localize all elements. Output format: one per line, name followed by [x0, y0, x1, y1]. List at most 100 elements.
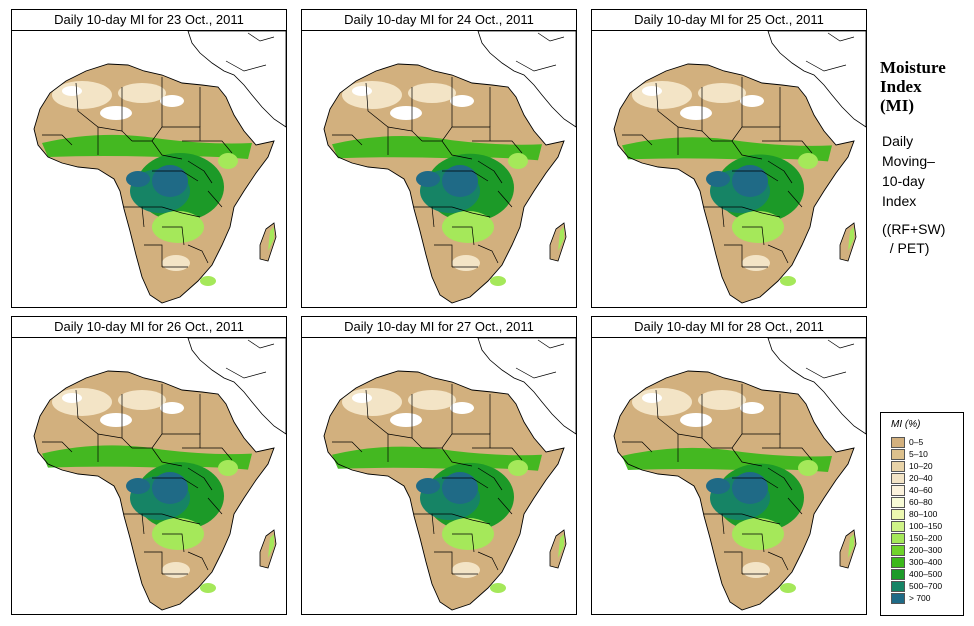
country-border: [75, 82, 123, 132]
wet-region: [152, 165, 188, 197]
country-border: [732, 477, 779, 489]
country-border: [225, 60, 267, 72]
wet-region: [798, 460, 818, 476]
legend-label: 20–40: [909, 473, 933, 483]
country-border: [655, 82, 703, 132]
map-panel-6: Daily 10-day MI for 28 Oct., 2011: [591, 316, 867, 615]
legend-label: 40–60: [909, 485, 933, 495]
country-border: [162, 226, 185, 246]
wet-region: [558, 227, 564, 251]
country-border: [762, 447, 813, 461]
wet-region: [126, 478, 150, 494]
africa-map: [33, 31, 286, 304]
country-border: [805, 367, 847, 379]
panel-map: [11, 30, 287, 308]
desert-patch: [118, 390, 166, 410]
country-border: [452, 226, 475, 246]
eurasia-outline: [477, 338, 576, 435]
country-border: [142, 513, 201, 525]
side-formula-line: ((RF+SW): [882, 221, 946, 237]
wet-region: [490, 583, 506, 593]
wet-region: [218, 153, 238, 169]
country-border: [787, 190, 803, 208]
legend-swatch: [891, 521, 905, 532]
desert-patch: [100, 106, 132, 120]
map-panel-4: Daily 10-day MI for 26 Oct., 2011: [11, 316, 287, 615]
country-border: [187, 467, 213, 491]
rain-belt: [332, 136, 542, 161]
desert-patch: [160, 95, 184, 107]
country-border: [704, 206, 725, 228]
country-border: [805, 60, 847, 72]
panel-map: [301, 30, 577, 308]
legend-swatch: [891, 557, 905, 568]
country-border: [477, 244, 499, 264]
country-border: [515, 367, 557, 379]
wet-region: [732, 165, 768, 197]
eurasia-outline: [187, 338, 286, 435]
country-border: [787, 497, 803, 515]
desert-patch: [698, 83, 746, 103]
legend-label: > 700: [909, 593, 931, 603]
map-layer: [33, 338, 286, 611]
wet-region: [490, 276, 506, 286]
africa-coastline: [33, 63, 275, 304]
legend-title: MI (%): [891, 419, 921, 430]
country-border: [42, 134, 73, 146]
desert-patch: [408, 83, 456, 103]
wet-region: [200, 583, 216, 593]
eurasia-outline: [767, 31, 866, 128]
africa-coastline: [323, 63, 565, 304]
rain-belt: [42, 134, 252, 159]
wet-region: [706, 171, 730, 187]
country-border: [414, 206, 435, 228]
country-border: [767, 467, 793, 491]
panel-title: Daily 10-day MI for 23 Oct., 2011: [11, 9, 287, 31]
desert-patch: [680, 106, 712, 120]
country-border: [477, 551, 499, 571]
legend-swatch: [891, 509, 905, 520]
africa-map: [613, 31, 866, 304]
country-border: [182, 140, 233, 154]
map-layer: [613, 31, 866, 304]
legend-swatch: [891, 533, 905, 544]
africa-coastline: [33, 370, 275, 611]
country-border: [442, 477, 489, 489]
country-border: [434, 244, 453, 267]
panel-map: [301, 337, 577, 615]
africa-map: [613, 338, 866, 611]
panel-map: [11, 337, 287, 615]
map-legend: MI (%) 0–5 5–10 10–20 20–40 40–60 60–80 …: [880, 412, 964, 616]
wet-region: [508, 460, 528, 476]
wet-region: [780, 276, 796, 286]
country-border: [827, 32, 855, 42]
map-panel-2: Daily 10-day MI for 24 Oct., 2011: [301, 9, 577, 308]
country-border: [434, 551, 453, 574]
country-border: [42, 441, 73, 453]
africa-coastline: [613, 63, 855, 304]
country-border: [124, 206, 145, 228]
desert-patch: [352, 86, 372, 96]
map-layer: [323, 31, 576, 304]
eurasia-outline: [767, 338, 866, 435]
map-panel-5: Daily 10-day MI for 27 Oct., 2011: [301, 316, 577, 615]
country-border: [537, 339, 565, 349]
panel-title: Daily 10-day MI for 28 Oct., 2011: [591, 316, 867, 338]
side-title-line: (MI): [880, 96, 914, 115]
wet-region: [442, 165, 478, 197]
country-border: [767, 551, 789, 571]
wet-region: [268, 227, 274, 251]
desert-patch: [642, 393, 662, 403]
wet-region: [558, 534, 564, 558]
country-border: [132, 140, 183, 160]
dry-region: [452, 255, 480, 271]
desert-patch: [118, 83, 166, 103]
legend-swatch: [891, 593, 905, 604]
legend-swatch: [891, 461, 905, 472]
legend-swatch: [891, 437, 905, 448]
country-border: [162, 533, 185, 553]
desert-patch: [62, 393, 82, 403]
country-border: [722, 206, 781, 218]
country-border: [622, 441, 653, 453]
legend-swatch: [891, 581, 905, 592]
